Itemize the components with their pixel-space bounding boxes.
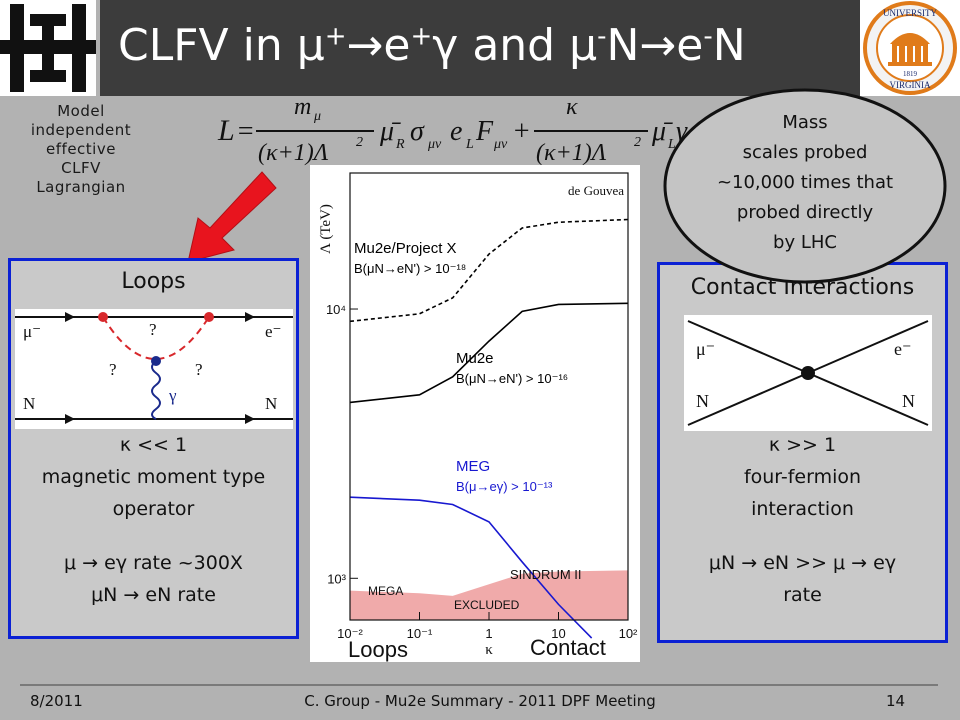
- x-tick-label-1: 10⁻¹: [407, 626, 433, 641]
- excluded-label-sindrum: SINDRUM II: [510, 567, 582, 582]
- excluded-label-mega: MEGA: [368, 584, 403, 598]
- y-axis-label: Λ (TeV): [318, 204, 334, 254]
- svg-text:μ⁻: μ⁻: [23, 322, 41, 341]
- series-sublabel-2: B(μ→eγ) > 10⁻¹³: [456, 479, 553, 494]
- svg-text:σ: σ: [410, 116, 425, 147]
- svg-text:(κ+1)Λ: (κ+1)Λ: [536, 140, 607, 166]
- svg-text:=: =: [236, 116, 255, 147]
- x-tick-label-3: 10: [551, 626, 565, 641]
- lambda-kappa-plot: 10⁻² 10⁻¹ 1 10 10² 10³ 10⁴ Λ (TeV) κ de Gouvea Mu2…: [310, 165, 640, 662]
- series-name-2: MEG: [456, 458, 490, 475]
- loops-description: κ << 1 magnetic moment type operator μ →…: [41, 434, 266, 606]
- svg-text:+: +: [512, 116, 531, 147]
- contact-feynman-diagram: μ⁻ e⁻ N N: [684, 315, 932, 431]
- svg-text:R: R: [395, 137, 405, 152]
- series-name-1: Mu2e: [456, 350, 494, 367]
- svg-text:F: F: [475, 116, 494, 147]
- series-sublabel-1: B(μN→eN') > 10⁻¹⁶: [456, 371, 568, 386]
- uva-year-text: 1819: [903, 70, 918, 78]
- slide-title: CLFV in μ+→e+γ and μ-N→e-N: [118, 20, 746, 71]
- svg-text:γ: γ: [168, 386, 177, 405]
- svg-text:L: L: [667, 137, 676, 152]
- mass-scale-text: Mass scales probed ~10,000 times that pr…: [716, 112, 894, 253]
- series-name-0: Mu2e/Project X: [354, 240, 457, 257]
- svg-text:L: L: [217, 114, 235, 147]
- lagrangian-equation: L = m μ (κ+1)Λ 2 μ̄ R σ μν e L F μν + κ …: [217, 96, 697, 166]
- svg-text:e⁻: e⁻: [894, 339, 912, 359]
- svg-text:N: N: [902, 391, 915, 411]
- series-line-0: [349, 218, 629, 323]
- series-sublabel-0: B(μN→eN') > 10⁻¹⁸: [354, 261, 466, 276]
- svg-text:(κ+1)Λ: (κ+1)Λ: [258, 140, 329, 166]
- series-line-2: [349, 496, 593, 639]
- plot-svg: 10⁻² 10⁻¹ 1 10 10² 10³ 10⁴ Λ (TeV) κ de Gouvea Mu2…: [318, 172, 638, 662]
- loop-feynman-diagram: μ⁻ e⁻ N N ? ? ? γ: [15, 309, 293, 429]
- svg-text:e⁻: e⁻: [265, 322, 282, 341]
- series-line-1: [349, 302, 629, 404]
- footer-center: C. Group - Mu2e Summary - 2011 DPF Meeti…: [304, 692, 656, 710]
- fermilab-logo: [0, 0, 96, 96]
- footer-divider: [20, 684, 938, 686]
- svg-text:e: e: [450, 116, 462, 147]
- title-bar: [100, 0, 860, 96]
- footer-date: 8/2011: [30, 692, 83, 710]
- svg-text:L: L: [465, 137, 474, 152]
- svg-text:μν: μν: [427, 137, 442, 152]
- svg-text:?: ?: [109, 360, 117, 379]
- mass-scale-bubble: [663, 88, 947, 284]
- contact-panel: Contact Interactions μ⁻ e⁻ N N κ >> 1 fo…: [657, 262, 948, 643]
- svg-text:?: ?: [149, 320, 157, 339]
- excluded-label-excluded: EXCLUDED: [454, 598, 520, 612]
- uva-top-text: UNIVERSITY: [883, 8, 937, 18]
- svg-text:N: N: [696, 391, 709, 411]
- svg-text:N: N: [265, 394, 277, 413]
- contact-description: κ >> 1 four-fermion interaction μN → eN …: [708, 434, 897, 606]
- x-tick-label-4: 10²: [619, 626, 638, 641]
- uva-seal-logo: UNIVERSITY VIRGINIA 1819: [860, 0, 960, 96]
- svg-text:κ: κ: [566, 96, 578, 120]
- y-tick-label-0: 10³: [327, 571, 346, 586]
- plot-label-contact: Contact: [530, 635, 606, 660]
- footer-page-number: 14: [886, 692, 906, 710]
- svg-text:2: 2: [356, 135, 363, 150]
- x-tick-label-2: 1: [485, 626, 492, 641]
- y-tick-label-1: 10⁴: [326, 302, 346, 317]
- svg-text:m: m: [294, 96, 311, 120]
- red-arrow-icon: [187, 171, 277, 263]
- uva-bottom-text: VIRGINIA: [890, 80, 931, 90]
- plot-label-loops: Loops: [348, 637, 408, 662]
- x-tick-label-0: 10⁻²: [337, 626, 363, 641]
- loops-panel: Loops μ⁻ e⁻ N N ? ? ? γ: [8, 258, 299, 639]
- svg-text:2: 2: [634, 135, 641, 150]
- loops-title: Loops: [121, 269, 186, 294]
- svg-text:μν: μν: [493, 137, 508, 152]
- svg-text:μ: μ: [313, 109, 321, 124]
- svg-text:?: ?: [195, 360, 203, 379]
- excluded-region: [350, 570, 628, 620]
- attribution-label: de Gouvea: [568, 183, 624, 198]
- svg-text:μ⁻: μ⁻: [696, 339, 715, 359]
- x-axis-label: κ: [485, 642, 493, 658]
- model-label: Model independent effective CLFV Lagrang…: [30, 102, 132, 196]
- svg-text:N: N: [23, 394, 35, 413]
